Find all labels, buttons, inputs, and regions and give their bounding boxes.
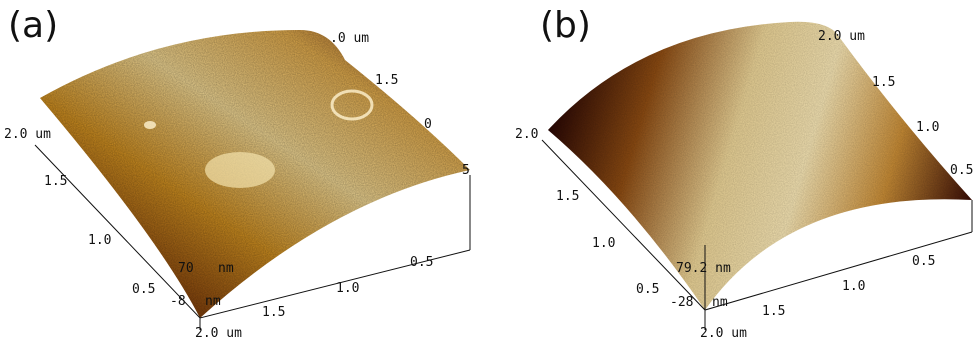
panel-a-x-tick: 1.0 [336,281,359,296]
panel-a-left-tick: 0.5 [132,282,155,297]
panel-a-left-tick: 1.0 [88,233,111,248]
panel-a-x-tick: 1.5 [262,305,285,320]
panel-b-z-label: 79.2 nm [676,261,731,276]
panel-a-left-tick: 2.0 um [4,127,51,142]
panel-a-x-tick: 0.5 [410,255,433,270]
panel-b-x-tick: 1.0 [842,279,865,294]
panel-a-x-tick: 2.0 um [195,326,242,341]
panel-b-x-tick: 0.5 [912,254,935,269]
panel-b-left-tick: 2.0 [515,127,538,142]
panel-a-back-tick: 5 [462,163,470,178]
panel-b-left-tick: 1.0 [592,236,615,251]
panel-a: 2.0 um 1.5 1.0 0.5 2.0 um 1.5 1.0 0.5 .0… [4,30,471,341]
panel-a-back-tick: 0 [424,117,432,132]
panel-a-z-value: -8 [170,294,186,309]
panel-a-back-tick: 1.5 [375,73,398,88]
panel-b-label: (b) [540,5,591,46]
panel-a-left-tick: 1.5 [44,174,67,189]
panel-b-texture [548,21,972,311]
panel-a-label: (a) [8,5,59,46]
panel-b-back-tick: 0.5 [950,163,973,178]
panel-b-back-tick: 2.0 um [818,29,865,44]
panel-b-left-tick: 1.5 [556,189,579,204]
panel-a-z-value: 70 [178,261,194,276]
panel-b-z-value: -28 [670,295,693,310]
panel-b: 2.0 um 1.5 1.0 0.5 2.0 1.5 1.0 0.5 2.0 u… [515,21,973,341]
panel-a-z-label: nm [218,261,234,276]
panel-a-z-label: nm [205,294,221,309]
panel-a-back-tick: .0 um [330,31,369,46]
panel-b-x-tick: 2.0 um [700,326,747,341]
panel-b-back-tick: 1.0 [916,120,939,135]
panel-b-z-label: nm [712,295,728,310]
panel-b-back-tick: 1.5 [872,75,895,90]
panel-b-x-tick: 1.5 [762,304,785,319]
panel-b-left-tick: 0.5 [636,282,659,297]
